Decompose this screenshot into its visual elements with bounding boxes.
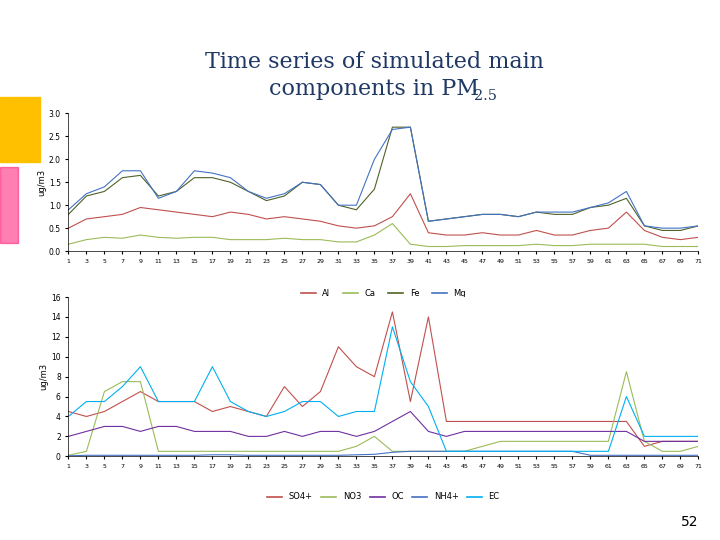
Legend: SO4+, NO3, OC, NH4+, EC: SO4+, NO3, OC, NH4+, EC bbox=[264, 489, 503, 505]
Text: Time series of simulated main: Time series of simulated main bbox=[205, 51, 544, 73]
Text: components in PM: components in PM bbox=[269, 78, 480, 100]
Text: 52: 52 bbox=[681, 515, 698, 529]
Legend: Al, Ca, Fe, Mg: Al, Ca, Fe, Mg bbox=[297, 286, 469, 301]
Y-axis label: ug/m3: ug/m3 bbox=[37, 168, 46, 196]
Text: 2.5: 2.5 bbox=[474, 89, 497, 103]
Y-axis label: ug/m3: ug/m3 bbox=[40, 363, 48, 390]
